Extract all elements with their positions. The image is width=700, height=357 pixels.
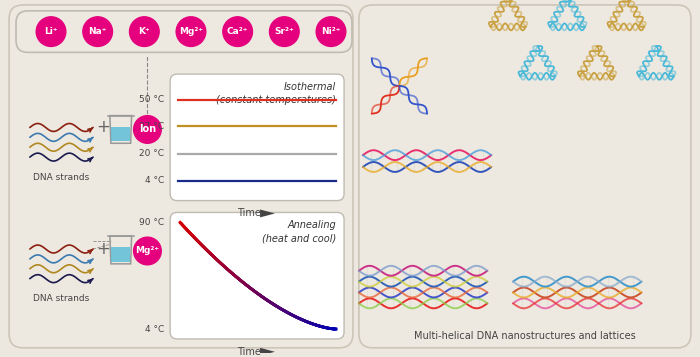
Circle shape: [176, 17, 206, 46]
Circle shape: [223, 17, 253, 46]
Text: Na⁺: Na⁺: [88, 27, 107, 36]
Text: Mg²⁺: Mg²⁺: [135, 246, 160, 256]
FancyBboxPatch shape: [170, 74, 344, 201]
Text: Time: Time: [237, 347, 261, 357]
Circle shape: [270, 17, 299, 46]
Text: Multi-helical DNA nanostructures and lattices: Multi-helical DNA nanostructures and lat…: [414, 331, 636, 341]
Circle shape: [83, 17, 113, 46]
FancyBboxPatch shape: [9, 5, 353, 348]
Text: Sr²⁺: Sr²⁺: [274, 27, 294, 36]
Polygon shape: [111, 247, 130, 262]
Circle shape: [36, 17, 66, 46]
Text: Ni²⁺: Ni²⁺: [321, 27, 341, 36]
Text: +: +: [96, 119, 110, 136]
Text: 50 °C: 50 °C: [139, 95, 164, 104]
Text: 4 °C: 4 °C: [145, 176, 164, 185]
Text: Mg²⁺: Mg²⁺: [179, 27, 203, 36]
Circle shape: [134, 237, 161, 265]
Text: 37 °C: 37 °C: [139, 122, 164, 131]
Text: Li⁺: Li⁺: [44, 27, 58, 36]
FancyBboxPatch shape: [359, 5, 691, 348]
Polygon shape: [260, 210, 275, 217]
Text: K⁺: K⁺: [139, 27, 150, 36]
Text: 4 °C: 4 °C: [145, 325, 164, 333]
Text: 20 °C: 20 °C: [139, 150, 164, 159]
Polygon shape: [260, 348, 275, 356]
Text: Ion: Ion: [139, 125, 156, 135]
Text: Time: Time: [237, 208, 261, 218]
Text: DNA strands: DNA strands: [34, 295, 90, 303]
Circle shape: [134, 116, 161, 143]
Text: Ca²⁺: Ca²⁺: [227, 27, 248, 36]
Text: +: +: [96, 240, 110, 258]
Circle shape: [130, 17, 159, 46]
Text: 90 °C: 90 °C: [139, 218, 164, 227]
Polygon shape: [111, 127, 130, 141]
Text: Annealing
(heat and cool): Annealing (heat and cool): [262, 220, 336, 243]
FancyBboxPatch shape: [16, 11, 352, 52]
Text: Isothermal
(constant temperatures): Isothermal (constant temperatures): [216, 82, 336, 105]
Text: DNA strands: DNA strands: [34, 173, 90, 182]
FancyBboxPatch shape: [170, 212, 344, 339]
Circle shape: [316, 17, 346, 46]
